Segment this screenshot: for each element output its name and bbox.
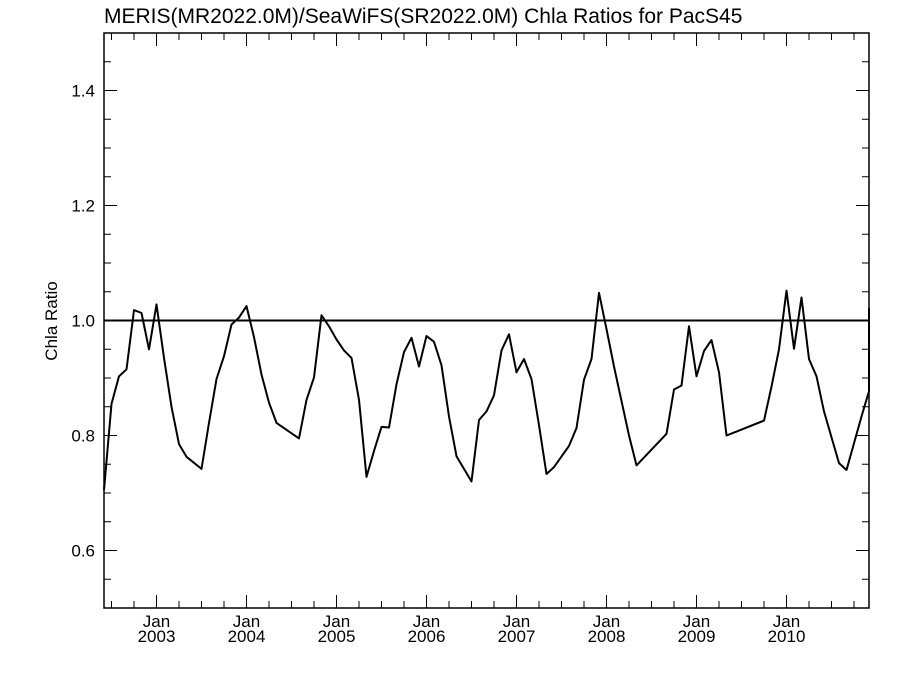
y-tick-label: 0.6	[71, 542, 95, 561]
x-tick-month-label: Jan	[143, 612, 170, 631]
series-layer	[103, 289, 870, 491]
y-tick-label: 1.2	[71, 197, 95, 216]
plot-frame	[103, 32, 870, 609]
x-tick-month-label: Jan	[773, 612, 800, 631]
x-tick-year-label: 2004	[228, 627, 266, 646]
tick-labels: 0.60.81.01.21.4Jan2003Jan2004Jan2005Jan2…	[71, 82, 805, 647]
x-tick-year-label: 2008	[588, 627, 626, 646]
x-tick-month-label: Jan	[233, 612, 260, 631]
ticks	[104, 32, 869, 609]
x-tick-month-label: Jan	[323, 612, 350, 631]
x-tick-year-label: 2003	[138, 627, 176, 646]
y-axis-label: Chla Ratio	[42, 281, 61, 360]
series-line	[103, 289, 870, 491]
x-tick-month-label: Jan	[503, 612, 530, 631]
y-tick-label: 1.4	[71, 82, 95, 101]
x-tick-month-label: Jan	[413, 612, 440, 631]
x-tick-year-label: 2007	[498, 627, 536, 646]
x-tick-month-label: Jan	[593, 612, 620, 631]
x-tick-year-label: 2005	[318, 627, 356, 646]
x-tick-month-label: Jan	[683, 612, 710, 631]
x-tick-year-label: 2006	[408, 627, 446, 646]
x-tick-year-label: 2010	[768, 627, 806, 646]
x-tick-year-label: 2009	[678, 627, 716, 646]
y-tick-label: 1.0	[71, 312, 95, 331]
chart-title: MERIS(MR2022.0M)/SeaWiFS(SR2022.0M) Chla…	[104, 5, 742, 28]
y-tick-label: 0.8	[71, 427, 95, 446]
